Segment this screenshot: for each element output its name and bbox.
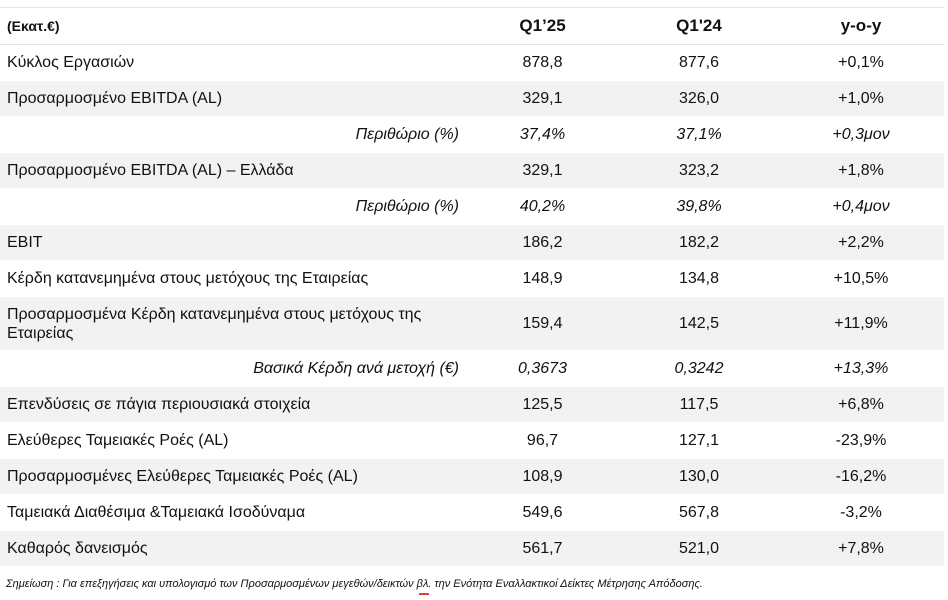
header-q1-25: Q1’25 bbox=[519, 16, 566, 35]
row-label: Ταμειακά Διαθέσιμα &Ταμειακά Ισοδύναμα bbox=[7, 504, 306, 521]
value-q1-25: 329,1 bbox=[522, 161, 563, 179]
value-q1-24: 567,8 bbox=[678, 503, 720, 521]
table-row: Ελεύθερες Ταμειακές Ροές (AL) 96,7 127,1… bbox=[0, 423, 944, 459]
value-q1-24: 117,5 bbox=[679, 395, 719, 413]
value-yoy: +13,3% bbox=[833, 359, 889, 377]
footnote: Σημείωση : Για επεξηγήσεις και υπολογισμ… bbox=[6, 578, 703, 590]
value-q1-25: 186,2 bbox=[522, 233, 563, 251]
value-q1-25: 37,4% bbox=[519, 125, 566, 143]
footnote-text-end: την Ενότητα Εναλλακτικοί Δείκτες Μέτρηση… bbox=[431, 578, 703, 590]
header-q1-24: Q1'24 bbox=[676, 16, 722, 35]
row-label: Κύκλος Εργασιών bbox=[7, 54, 135, 71]
value-q1-25: 0,3673 bbox=[518, 359, 567, 377]
value-yoy: +0,3μον bbox=[832, 125, 890, 143]
value-yoy: +2,2% bbox=[838, 233, 884, 251]
value-q1-24: 326,0 bbox=[678, 89, 720, 107]
value-q1-25: 148,9 bbox=[522, 269, 563, 287]
table-row: Περιθώριο (%) 37,4% 37,1% +0,3μον bbox=[0, 117, 944, 153]
value-q1-25: 40,2% bbox=[519, 197, 566, 215]
table-row: Βασικά Κέρδη ανά μετοχή (€) 0,3673 0,324… bbox=[0, 351, 944, 387]
table-row: Κέρδη κατανεμημένα στους μετόχους της Ετ… bbox=[0, 261, 944, 297]
value-q1-24: 0,3242 bbox=[674, 359, 724, 377]
value-q1-24: 182,2 bbox=[678, 233, 720, 251]
value-yoy: +11,9% bbox=[834, 314, 888, 332]
value-q1-25: 329,1 bbox=[522, 89, 563, 107]
row-label: Καθαρός δανεισμός bbox=[7, 540, 148, 557]
value-yoy: -23,9% bbox=[835, 431, 887, 449]
table-row: Προσαρμοσμένα Κέρδη κατανεμημένα στους μ… bbox=[0, 297, 944, 351]
value-yoy: +0,4μον bbox=[832, 197, 890, 215]
table-row: Προσαρμοσμένες Ελεύθερες Ταμειακές Ροές … bbox=[0, 459, 944, 495]
row-label: Κέρδη κατανεμημένα στους μετόχους της Ετ… bbox=[7, 270, 369, 287]
value-q1-25: 878,8 bbox=[522, 53, 563, 71]
value-q1-24: 142,5 bbox=[678, 314, 720, 332]
value-q1-24: 877,6 bbox=[678, 53, 720, 71]
value-yoy: +1,0% bbox=[838, 89, 884, 107]
value-yoy: +10,5% bbox=[833, 269, 889, 287]
row-label: Περιθώριο (%) bbox=[355, 126, 459, 143]
table-row: Περιθώριο (%) 40,2% 39,8% +0,4μον bbox=[0, 189, 944, 225]
row-label: Περιθώριο (%) bbox=[355, 198, 459, 215]
value-q1-25: 96,7 bbox=[526, 431, 559, 449]
table-top-border bbox=[0, 7, 944, 8]
value-yoy: +0,1% bbox=[838, 53, 884, 71]
value-q1-24: 39,8% bbox=[676, 197, 722, 215]
row-label: EBIT bbox=[7, 234, 43, 251]
value-q1-24: 127,1 bbox=[678, 431, 720, 449]
row-label: Προσαρμοσμένο EBITDA (AL) bbox=[7, 90, 223, 107]
value-q1-25: 159,4 bbox=[522, 314, 563, 332]
table-row: Κύκλος Εργασιών 878,8 877,6 +0,1% bbox=[0, 45, 944, 81]
value-q1-25: 108,9 bbox=[522, 467, 563, 485]
value-q1-25: 561,7 bbox=[522, 539, 563, 557]
row-label: Προσαρμοσμένο EBITDA (AL) – Ελλάδα bbox=[7, 162, 294, 179]
value-q1-24: 134,8 bbox=[678, 269, 720, 287]
header-unit: (Εκατ.€) bbox=[7, 17, 60, 34]
value-yoy: +1,8% bbox=[838, 161, 884, 179]
footnote-see-ref: βλ. bbox=[416, 578, 432, 590]
table-row: Επενδύσεις σε πάγια περιουσιακά στοιχεία… bbox=[0, 387, 944, 423]
row-label: Προσαρμοσμένες Ελεύθερες Ταμειακές Ροές … bbox=[7, 468, 358, 485]
footnote-text: Σημείωση : Για επεξηγήσεις και υπολογισμ… bbox=[6, 578, 417, 590]
financial-results-table: (Εκατ.€) Q1’25 Q1'24 y-o-y Κύκλος Εργασι… bbox=[0, 8, 944, 567]
value-yoy: +7,8% bbox=[838, 539, 884, 557]
value-yoy: -3,2% bbox=[840, 503, 882, 521]
row-label: Ελεύθερες Ταμειακές Ροές (AL) bbox=[7, 432, 229, 449]
value-q1-25: 125,5 bbox=[522, 395, 563, 413]
row-label: Προσαρμοσμένα Κέρδη κατανεμημένα στους μ… bbox=[7, 305, 422, 342]
value-yoy: -16,2% bbox=[835, 467, 887, 485]
row-label: Βασικά Κέρδη ανά μετοχή (€) bbox=[253, 360, 459, 377]
value-q1-24: 37,1% bbox=[676, 125, 722, 143]
table-row: Καθαρός δανεισμός 561,7 521,0 +7,8% bbox=[0, 531, 944, 567]
table-header-row: (Εκατ.€) Q1’25 Q1'24 y-o-y bbox=[0, 8, 944, 45]
table-row: Προσαρμοσμένο EBITDA (AL) – Ελλάδα 329,1… bbox=[0, 153, 944, 189]
header-yoy: y-o-y bbox=[840, 16, 882, 35]
table-row: EBIT 186,2 182,2 +2,2% bbox=[0, 225, 944, 261]
value-q1-25: 549,6 bbox=[522, 503, 563, 521]
table-row: Προσαρμοσμένο EBITDA (AL) 329,1 326,0 +1… bbox=[0, 81, 944, 117]
value-yoy: +6,8% bbox=[838, 395, 884, 413]
value-q1-24: 521,0 bbox=[678, 539, 720, 557]
table-row: Ταμειακά Διαθέσιμα &Ταμειακά Ισοδύναμα 5… bbox=[0, 495, 944, 531]
row-label: Επενδύσεις σε πάγια περιουσιακά στοιχεία bbox=[7, 396, 311, 413]
value-q1-24: 323,2 bbox=[678, 161, 720, 179]
value-q1-24: 130,0 bbox=[678, 467, 720, 485]
